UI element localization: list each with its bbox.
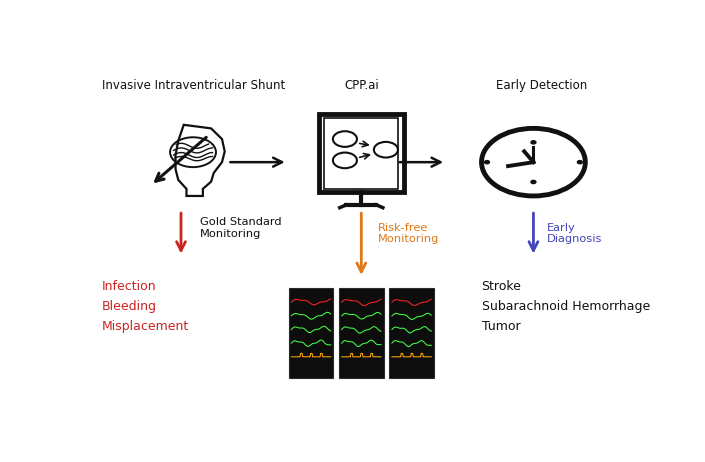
Text: Invasive Intraventricular Shunt: Invasive Intraventricular Shunt	[102, 79, 285, 92]
Text: Infection
Bleeding
Misplacement: Infection Bleeding Misplacement	[102, 280, 189, 333]
FancyBboxPatch shape	[389, 287, 434, 378]
Text: Stroke
Subarachnoid Hemorrhage
Tumor: Stroke Subarachnoid Hemorrhage Tumor	[482, 280, 650, 333]
FancyBboxPatch shape	[288, 287, 333, 378]
FancyBboxPatch shape	[339, 287, 384, 378]
Circle shape	[531, 180, 536, 183]
Text: Risk-free
Monitoring: Risk-free Monitoring	[378, 223, 439, 244]
Text: Early Detection: Early Detection	[496, 79, 587, 92]
Text: Gold Standard
Monitoring: Gold Standard Monitoring	[200, 217, 282, 239]
Circle shape	[531, 141, 536, 144]
Circle shape	[577, 161, 582, 164]
Text: Early
Diagnosis: Early Diagnosis	[547, 223, 603, 244]
Circle shape	[484, 161, 489, 164]
Text: CPP.ai: CPP.ai	[344, 79, 379, 92]
